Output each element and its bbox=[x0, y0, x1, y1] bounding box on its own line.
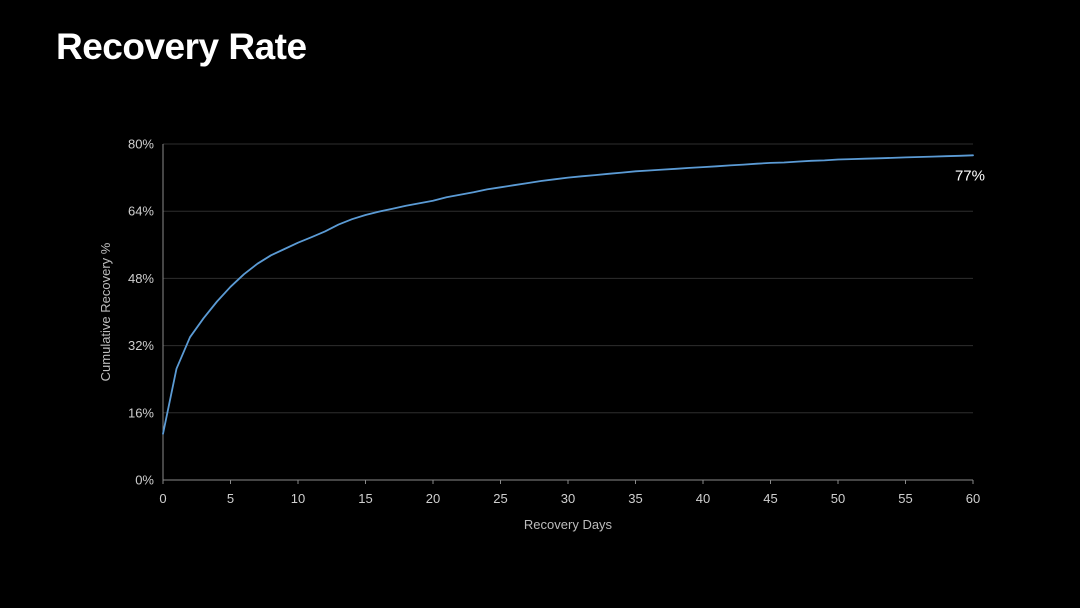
y-tick-label: 0% bbox=[135, 473, 154, 488]
end-value-label: 77% bbox=[955, 168, 985, 185]
x-tick-label: 15 bbox=[358, 491, 372, 506]
x-tick-label: 35 bbox=[628, 491, 642, 506]
series-layer bbox=[162, 154, 974, 435]
x-tick-label: 25 bbox=[493, 491, 507, 506]
x-tick-label: 55 bbox=[898, 491, 912, 506]
x-tick-label: 40 bbox=[696, 491, 710, 506]
y-tick-label: 32% bbox=[128, 338, 154, 353]
x-tick-label: 10 bbox=[291, 491, 305, 506]
x-tick-label: 45 bbox=[763, 491, 777, 506]
x-tick-label: 0 bbox=[159, 491, 166, 506]
x-tick-label: 50 bbox=[831, 491, 845, 506]
page-title: Recovery Rate bbox=[56, 26, 307, 67]
x-axis-title: Recovery Days bbox=[524, 517, 613, 532]
axes bbox=[162, 144, 974, 484]
series-line bbox=[162, 154, 974, 435]
y-tick-label: 16% bbox=[128, 405, 154, 420]
x-tick-label: 60 bbox=[966, 491, 980, 506]
y-tick-label: 80% bbox=[128, 137, 154, 152]
grid bbox=[163, 143, 973, 414]
y-axis-title: Cumulative Recovery % bbox=[98, 242, 113, 381]
x-tick-label: 5 bbox=[227, 491, 234, 506]
x-tick-label: 20 bbox=[426, 491, 440, 506]
y-tick-label: 48% bbox=[128, 271, 154, 286]
labels: 0% 16% 32% 48% 64% 80% 0 5 10 15 20 25 30 35 40 45 50 55 6… bbox=[128, 137, 985, 507]
y-tick-label: 64% bbox=[128, 204, 154, 219]
x-tick-label: 30 bbox=[561, 491, 575, 506]
